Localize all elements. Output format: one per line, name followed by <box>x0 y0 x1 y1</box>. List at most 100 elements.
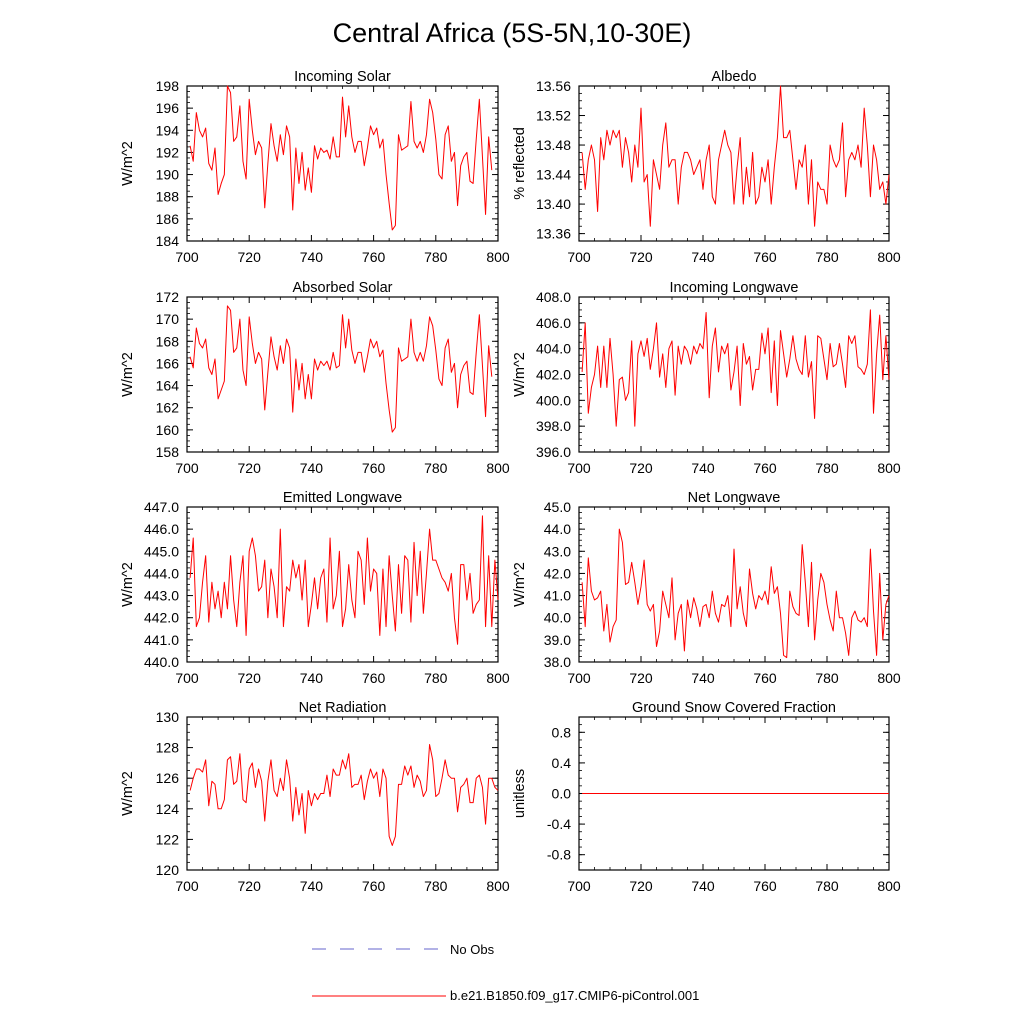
y-tick-label: 441.0 <box>144 632 179 648</box>
x-tick-label: 780 <box>815 878 839 894</box>
y-tick-label: 192 <box>156 144 180 160</box>
y-tick-label: 408.0 <box>536 289 571 305</box>
x-tick-label: 780 <box>815 670 839 686</box>
x-tick-label: 700 <box>567 249 591 265</box>
series-line <box>581 85 890 227</box>
y-tick-label: 172 <box>156 289 180 305</box>
y-tick-label: 13.40 <box>536 196 571 212</box>
y-tick-label: 396.0 <box>536 444 571 460</box>
x-tick-label: 740 <box>691 460 715 476</box>
x-tick-label: 700 <box>175 878 199 894</box>
x-tick-label: 720 <box>629 460 653 476</box>
y-axis-label: W/m^2 <box>120 562 136 607</box>
x-tick-label: 780 <box>424 878 448 894</box>
y-axis-label: W/m^2 <box>120 141 136 186</box>
y-tick-label: 398.0 <box>536 418 571 434</box>
y-tick-label: 43.0 <box>544 543 571 559</box>
y-tick-label: 186 <box>156 211 180 227</box>
y-tick-label: 126 <box>156 770 180 786</box>
x-tick-label: 760 <box>362 249 386 265</box>
y-axis-label: W/m^2 <box>120 352 136 397</box>
y-axis-label: unitless <box>512 769 528 818</box>
x-tick-label: 720 <box>629 249 653 265</box>
x-tick-label: 800 <box>486 249 510 265</box>
x-tick-label: 700 <box>175 460 199 476</box>
y-tick-label: 128 <box>156 740 180 756</box>
panel-title: Net Longwave <box>688 490 781 506</box>
y-axis-label: W/m^2 <box>512 562 528 607</box>
y-tick-label: 160 <box>156 422 180 438</box>
x-tick-label: 780 <box>424 249 448 265</box>
y-tick-label: 120 <box>156 862 180 878</box>
y-tick-label: 45.0 <box>544 499 571 515</box>
y-tick-label: 406.0 <box>536 315 571 331</box>
x-tick-label: 780 <box>424 670 448 686</box>
y-tick-label: 443.0 <box>144 588 179 604</box>
x-tick-label: 800 <box>877 878 901 894</box>
panel-title: Absorbed Solar <box>293 280 393 296</box>
y-axis-label: % reflected <box>512 127 528 200</box>
x-tick-label: 700 <box>567 878 591 894</box>
x-tick-label: 760 <box>753 670 777 686</box>
series-line <box>581 528 890 659</box>
y-tick-label: 162 <box>156 400 180 416</box>
y-tick-label: 184 <box>156 233 180 249</box>
y-tick-label: 198 <box>156 78 180 94</box>
y-tick-label: 13.52 <box>536 108 571 124</box>
x-tick-label: 740 <box>691 670 715 686</box>
x-tick-label: 720 <box>238 460 262 476</box>
x-tick-label: 780 <box>424 460 448 476</box>
y-tick-label: 442.0 <box>144 610 179 626</box>
series-line <box>189 85 493 231</box>
series-line <box>189 744 499 847</box>
y-tick-label: 168 <box>156 333 180 349</box>
y-tick-label: 400.0 <box>536 392 571 408</box>
y-tick-label: 13.44 <box>536 167 571 183</box>
series-line <box>189 515 499 645</box>
panel-4: Incoming Longwave W/m^2 700 720 740 760 780 800… <box>512 280 901 476</box>
y-tick-label: 188 <box>156 189 180 205</box>
x-tick-label: 700 <box>567 670 591 686</box>
panels: Incoming Solar W/m^2 700 720 740 760 780 800 184… <box>120 69 901 894</box>
x-tick-label: 720 <box>238 249 262 265</box>
x-tick-label: 760 <box>753 878 777 894</box>
x-tick-label: 720 <box>629 878 653 894</box>
y-tick-label: 445.0 <box>144 543 179 559</box>
panel-title: Incoming Solar <box>294 69 391 85</box>
y-tick-label: 404.0 <box>536 341 571 357</box>
y-axis-label: W/m^2 <box>120 771 136 816</box>
y-tick-label: 13.56 <box>536 78 571 94</box>
y-tick-label: -0.4 <box>547 816 571 832</box>
y-tick-label: 124 <box>156 801 180 817</box>
panel-5: Emitted Longwave W/m^2 700 720 740 760 780 800 4… <box>120 490 510 686</box>
y-tick-label: 447.0 <box>144 499 179 515</box>
x-tick-label: 740 <box>691 878 715 894</box>
panel-6: Net Longwave W/m^2 700 720 740 760 780 800 38.0 3… <box>512 490 901 686</box>
y-tick-label: 402.0 <box>536 367 571 383</box>
y-tick-label: 164 <box>156 378 180 394</box>
x-tick-label: 760 <box>753 460 777 476</box>
y-tick-label: 166 <box>156 355 180 371</box>
y-tick-label: 0.4 <box>552 755 572 771</box>
y-axis-label: W/m^2 <box>512 352 528 397</box>
panel-1: Incoming Solar W/m^2 700 720 740 760 780 800 184… <box>120 69 510 265</box>
x-tick-label: 780 <box>815 249 839 265</box>
x-tick-label: 740 <box>300 460 324 476</box>
x-tick-label: 760 <box>362 460 386 476</box>
x-tick-label: 800 <box>486 460 510 476</box>
y-tick-label: 39.0 <box>544 632 571 648</box>
x-tick-label: 740 <box>300 670 324 686</box>
series-line <box>189 305 493 433</box>
y-tick-label: 0.8 <box>552 724 572 740</box>
x-tick-label: 800 <box>486 670 510 686</box>
x-tick-label: 800 <box>877 249 901 265</box>
x-tick-label: 760 <box>362 670 386 686</box>
panel-3: Absorbed Solar W/m^2 700 720 740 760 780 800 158… <box>120 280 510 476</box>
legend-series-label: b.e21.B1850.f09_g17.CMIP6-piControl.001 <box>450 988 699 1003</box>
panel-title: Incoming Longwave <box>670 280 799 296</box>
x-tick-label: 760 <box>362 878 386 894</box>
y-tick-label: -0.8 <box>547 847 571 863</box>
panel-2: Albedo % reflected 700 720 740 760 780 800 13.36… <box>512 69 901 265</box>
y-tick-label: 13.36 <box>536 226 571 242</box>
